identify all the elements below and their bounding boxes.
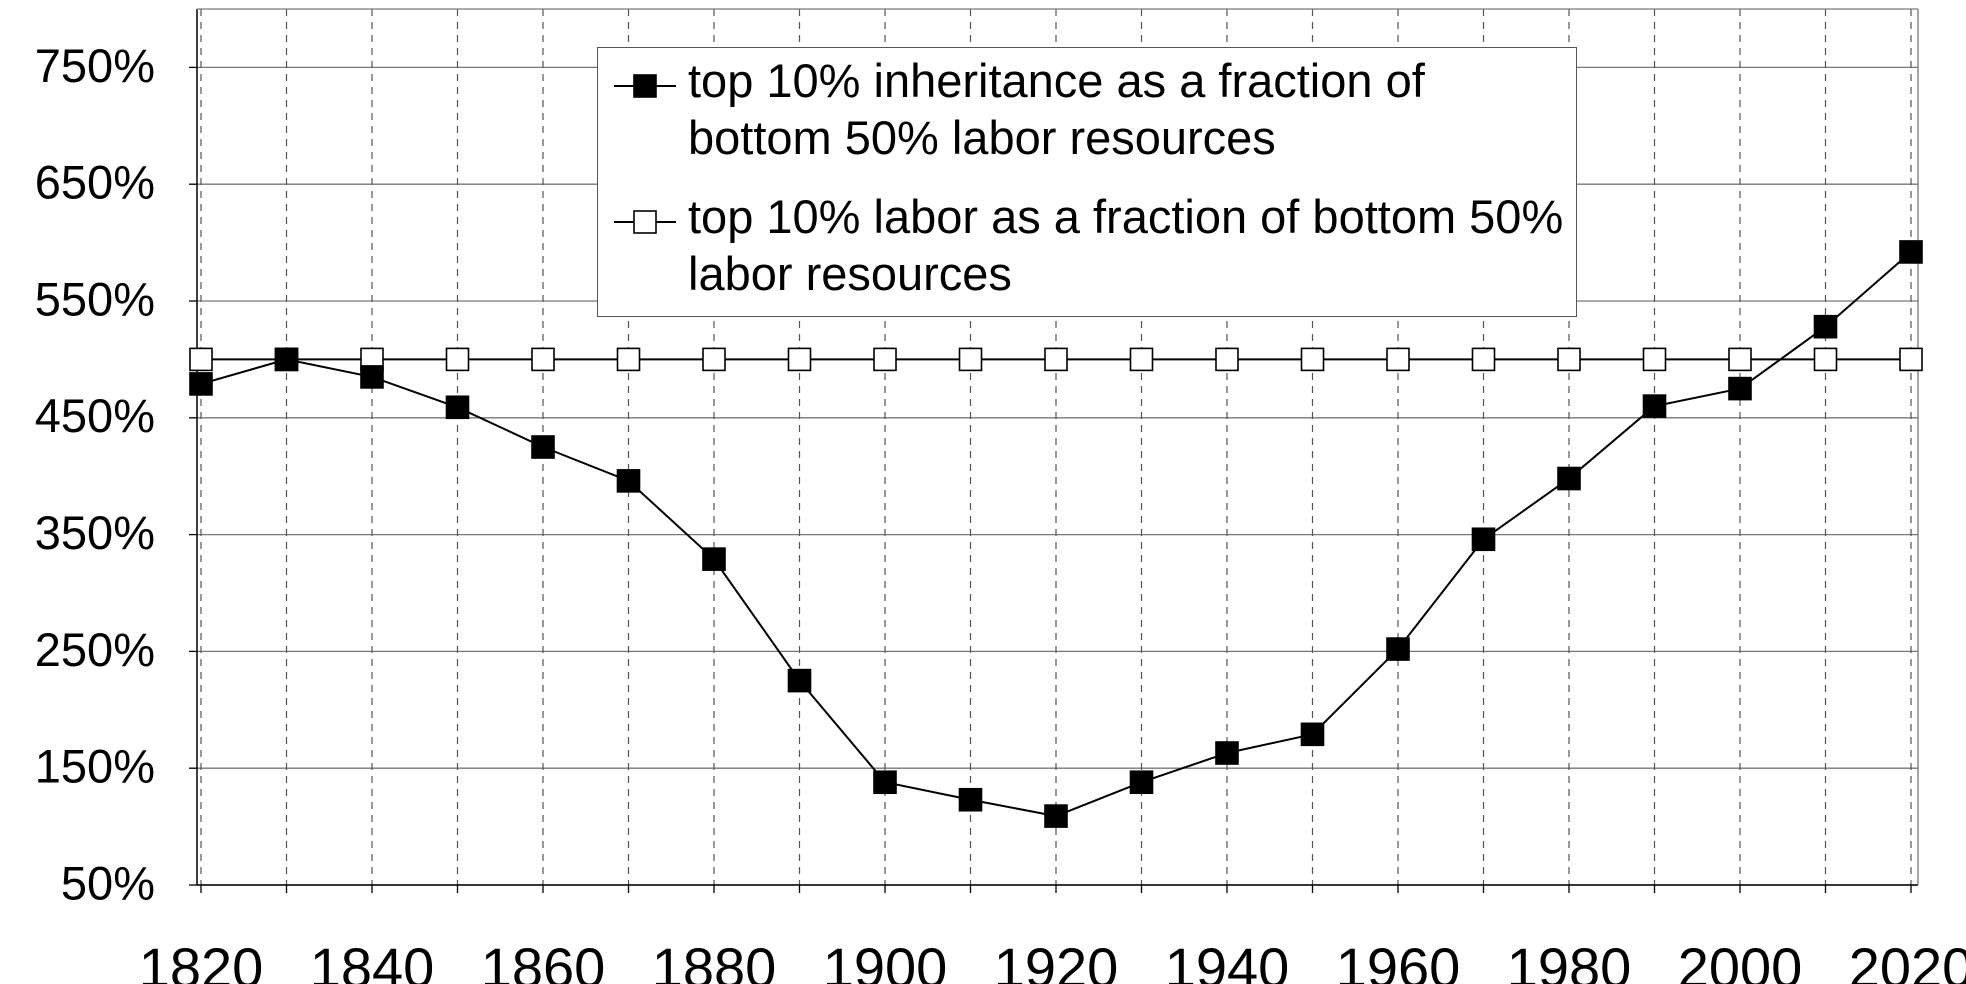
y-tick-label: 650%: [35, 156, 155, 209]
marker: [873, 770, 897, 795]
y-tick-label: 50%: [61, 856, 155, 909]
marker: [1386, 347, 1410, 372]
marker: [531, 347, 555, 372]
marker: [702, 547, 726, 571]
marker: [274, 347, 299, 372]
y-tick-label: 150%: [35, 740, 155, 793]
marker: [1557, 347, 1581, 372]
marker: [1215, 347, 1239, 372]
marker: [1728, 376, 1752, 401]
y-tick-label: 250%: [35, 623, 155, 676]
marker: [1728, 347, 1752, 372]
marker: [1044, 804, 1068, 828]
marker: [958, 787, 983, 812]
y-tick-label: 350%: [35, 506, 155, 559]
marker: [1813, 347, 1838, 372]
x-tick-label: 1940: [1165, 936, 1290, 984]
marker: [531, 435, 555, 459]
x-tick-label: 2020: [1849, 936, 1966, 984]
marker: [1813, 314, 1838, 339]
marker: [1642, 347, 1667, 372]
marker: [1386, 637, 1410, 661]
marker: [1557, 466, 1581, 491]
marker: [1471, 347, 1496, 372]
x-tick-label: 1860: [481, 936, 606, 984]
marker: [1044, 347, 1068, 372]
x-tick-label: 1880: [652, 936, 777, 984]
x-tick-label: 1920: [994, 936, 1119, 984]
marker: [445, 395, 470, 420]
legend-marker: [633, 210, 657, 234]
x-tick-label: 1900: [823, 936, 948, 984]
marker: [787, 347, 812, 372]
legend-icon: [614, 74, 676, 98]
marker: [1471, 527, 1496, 552]
marker: [1300, 722, 1325, 747]
marker: [873, 347, 897, 372]
marker: [189, 372, 213, 396]
x-tick-label: 2000: [1678, 936, 1803, 984]
marker: [1899, 240, 1923, 264]
marker: [616, 469, 641, 493]
marker: [1129, 347, 1154, 372]
y-tick-label: 550%: [35, 272, 155, 325]
marker: [702, 347, 726, 372]
marker: [1129, 770, 1154, 795]
legend-label: top 10% inheritance as a fraction of bot…: [688, 54, 1425, 164]
legend-label: top 10% labor as a fraction of bottom 50…: [688, 190, 1564, 300]
marker: [958, 347, 983, 372]
marker: [1215, 741, 1239, 765]
x-tick-label: 1840: [310, 936, 435, 984]
legend-marker: [633, 74, 657, 98]
y-tick-label: 450%: [35, 389, 155, 442]
marker: [1899, 347, 1923, 372]
y-tick-label: 750%: [35, 39, 155, 92]
marker: [445, 347, 470, 372]
marker: [1300, 347, 1325, 372]
legend: top 10% inheritance as a fraction of bot…: [597, 47, 1577, 317]
marker: [1642, 394, 1667, 418]
marker: [189, 347, 213, 372]
x-tick-label: 1820: [139, 936, 264, 984]
marker: [616, 347, 641, 372]
legend-icon: [614, 210, 676, 234]
x-tick-label: 1980: [1507, 936, 1632, 984]
marker: [787, 668, 812, 693]
marker: [360, 365, 384, 389]
x-tick-label: 1960: [1336, 936, 1461, 984]
